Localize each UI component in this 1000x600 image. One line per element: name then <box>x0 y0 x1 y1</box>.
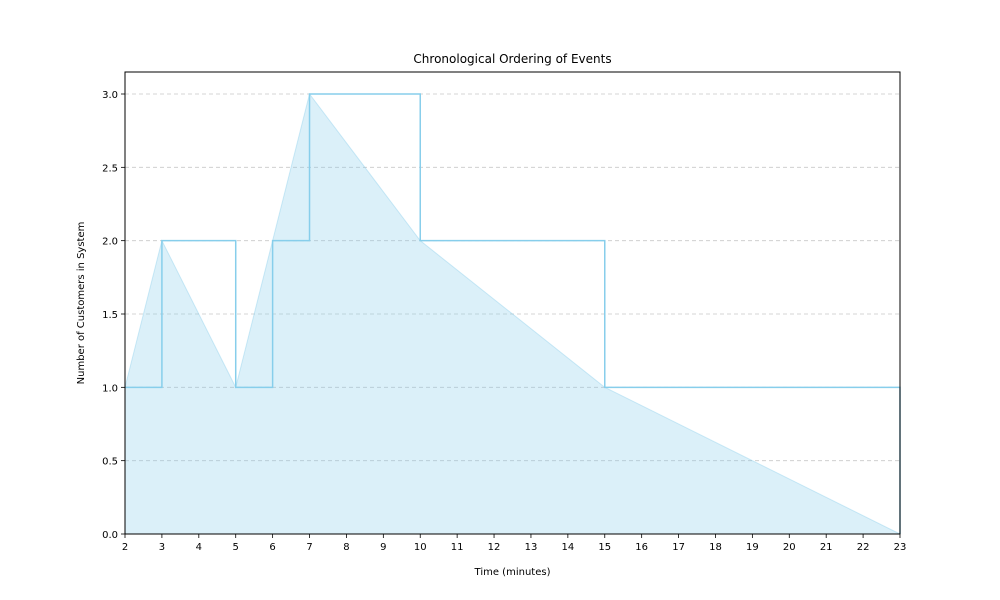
chart-title: Chronological Ordering of Events <box>413 52 611 66</box>
x-tick-label: 9 <box>380 542 386 553</box>
x-tick-label: 18 <box>709 542 722 553</box>
x-tick-label: 17 <box>672 542 685 553</box>
y-tick-label: 0.0 <box>102 530 118 541</box>
x-tick-label: 6 <box>269 542 275 553</box>
x-tick-label: 14 <box>561 542 574 553</box>
plot-frame <box>124 71 901 535</box>
step-layer <box>125 93 901 534</box>
y-axis-ticks: 0.0 0.5 1.0 1.5 2.0 2.5 3.0 <box>102 90 125 541</box>
y-tick-label: 2.0 <box>102 237 118 248</box>
x-tick-label: 11 <box>451 542 464 553</box>
x-tick-label: 20 <box>783 542 796 553</box>
y-tick-label: 1.0 <box>102 383 118 394</box>
x-axis-label: Time (minutes) <box>474 567 551 578</box>
x-tick-label: 4 <box>196 542 202 553</box>
x-tick-label: 10 <box>414 542 427 553</box>
step-series-line <box>125 93 901 534</box>
x-tick-label: 21 <box>820 542 833 553</box>
x-tick-label: 2 <box>122 542 128 553</box>
x-tick-label: 7 <box>306 542 312 553</box>
x-tick-label: 23 <box>894 542 907 553</box>
x-tick-label: 19 <box>746 542 759 553</box>
x-tick-label: 8 <box>343 542 349 553</box>
y-tick-label: 3.0 <box>102 90 118 101</box>
y-axis-label: Number of Customers in System <box>76 222 87 385</box>
y-tick-label: 0.5 <box>102 457 118 468</box>
x-tick-label: 22 <box>857 542 870 553</box>
area-series <box>124 92 901 535</box>
y-tick-label: 1.5 <box>102 310 118 321</box>
x-tick-label: 16 <box>635 542 648 553</box>
x-tick-label: 3 <box>159 542 165 553</box>
x-tick-label: 13 <box>525 542 538 553</box>
x-tick-label: 12 <box>488 542 501 553</box>
area-layer <box>124 92 901 535</box>
x-tick-label: 15 <box>598 542 611 553</box>
y-tick-label: 2.5 <box>102 163 118 174</box>
x-axis-ticks: 2 3 4 5 6 7 8 9 10 11 12 13 14 15 16 17 18 19 20 21 22 23 <box>122 534 907 553</box>
x-tick-label: 5 <box>233 542 239 553</box>
